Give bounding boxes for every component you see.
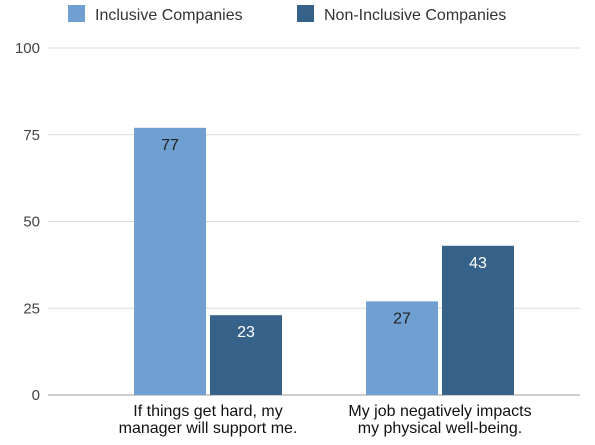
y-tick-label: 50: [23, 214, 40, 231]
bar-value-label: 23: [237, 324, 255, 341]
y-tick-label: 25: [23, 300, 40, 317]
legend-swatch: [68, 5, 85, 22]
x-tick-label: My job negatively impacts my physical wel…: [348, 403, 531, 437]
chart-bars: [134, 127, 514, 395]
bar: [210, 315, 282, 395]
legend-swatch: [297, 5, 314, 22]
bar: [366, 301, 438, 395]
legend-label: Inclusive Companies: [95, 7, 243, 24]
legend-label: Non-Inclusive Companies: [324, 7, 506, 24]
chart-legend: Inclusive Companies Non-Inclusive Compani…: [68, 5, 506, 24]
y-tick-label: 75: [23, 127, 40, 144]
y-tick-label: 100: [15, 40, 40, 57]
bar: [442, 245, 514, 395]
x-axis-ticks: If things get hard, my manager will suppo…: [119, 403, 532, 437]
bar-value-label: 77: [161, 137, 179, 154]
y-tick-label: 0: [32, 387, 40, 404]
y-axis-ticks: 0 25 50 75 100: [15, 40, 40, 404]
data-labels: 77 23 27 43: [161, 137, 487, 341]
bar: [134, 127, 206, 395]
bar-value-label: 27: [393, 310, 411, 327]
x-tick-label: If things get hard, my manager will suppo…: [119, 403, 298, 437]
bar-value-label: 43: [469, 255, 487, 272]
